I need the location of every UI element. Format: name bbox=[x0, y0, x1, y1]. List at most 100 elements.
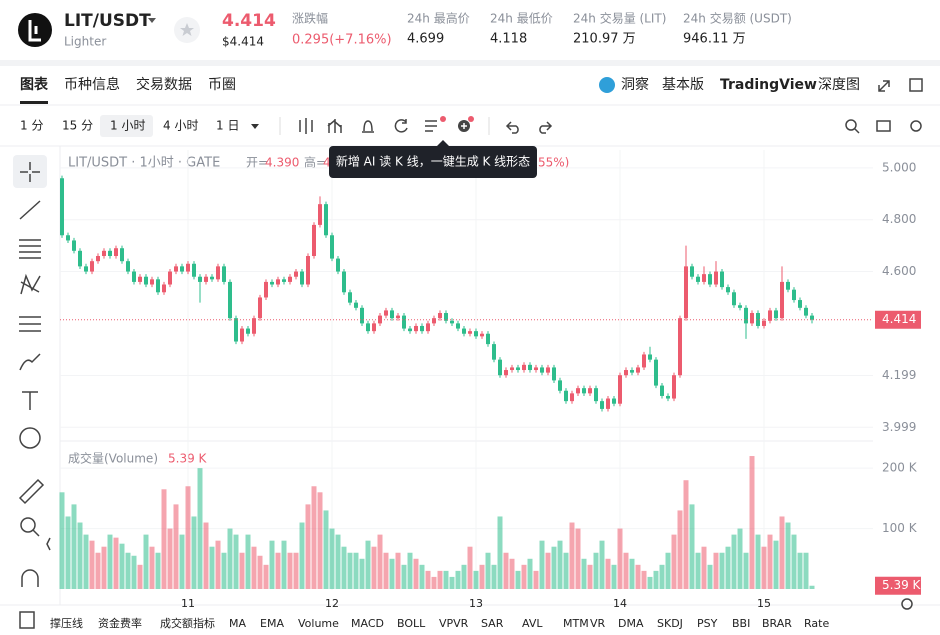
settings-icon[interactable] bbox=[901, 598, 913, 610]
ai-read-icon[interactable] bbox=[425, 120, 437, 132]
text-tool[interactable] bbox=[22, 391, 38, 410]
expand-icon[interactable] bbox=[878, 80, 890, 92]
indicator[interactable]: Rate bbox=[804, 617, 829, 630]
candle-body bbox=[240, 328, 244, 342]
volume-bar bbox=[143, 534, 149, 589]
tab[interactable]: 交易数据 bbox=[136, 76, 192, 93]
undo-icon[interactable] bbox=[505, 121, 519, 134]
line-tool[interactable] bbox=[19, 200, 41, 220]
indicator[interactable]: 成交额指标 bbox=[160, 616, 215, 630]
interval[interactable]: 15 分 bbox=[62, 119, 93, 133]
magnet-tool[interactable] bbox=[21, 569, 39, 587]
candle-body bbox=[198, 276, 202, 282]
volume-bar bbox=[629, 558, 635, 589]
tooltip-text: 新增 AI 读 K 线，一键生成 K 线形态 bbox=[336, 154, 530, 169]
ruler-tool[interactable] bbox=[18, 478, 45, 505]
indicator[interactable]: PSY bbox=[697, 617, 718, 630]
candle-body bbox=[294, 271, 298, 277]
indicator[interactable]: MACD bbox=[351, 617, 384, 630]
indicator[interactable]: BRAR bbox=[762, 617, 792, 630]
window-icon[interactable] bbox=[909, 78, 923, 92]
indicator[interactable]: 资金费率 bbox=[98, 616, 142, 630]
volume-bar bbox=[677, 510, 683, 589]
volume-bar bbox=[389, 558, 395, 589]
interval[interactable]: 1 小时 bbox=[110, 119, 145, 133]
tab-right[interactable]: 深度图 bbox=[818, 77, 860, 93]
volume-bar bbox=[257, 555, 263, 589]
candle-body bbox=[762, 320, 766, 326]
interval[interactable]: 1 日 bbox=[216, 119, 239, 133]
search-icon[interactable] bbox=[845, 119, 857, 131]
candle-body bbox=[666, 395, 670, 399]
indicator[interactable]: DMA bbox=[618, 617, 644, 630]
tab-right[interactable]: 基本版 bbox=[662, 76, 704, 93]
volume-bar bbox=[485, 552, 491, 589]
candle-body bbox=[456, 323, 460, 329]
doc-icon[interactable] bbox=[19, 611, 35, 629]
indicator-icon[interactable] bbox=[327, 119, 342, 133]
x-tick-label: 11 bbox=[181, 597, 195, 610]
emoji-tool[interactable] bbox=[19, 427, 41, 449]
volume-bar bbox=[689, 504, 695, 589]
indicator[interactable]: VPVR bbox=[439, 617, 469, 630]
candle-body bbox=[744, 307, 748, 324]
indicator[interactable]: BOLL bbox=[397, 617, 426, 630]
brush-tool[interactable] bbox=[19, 353, 41, 371]
caret[interactable] bbox=[251, 124, 259, 129]
settings-icon[interactable] bbox=[910, 120, 922, 132]
y-tick-label: 4.199 bbox=[882, 368, 916, 382]
volume-bar bbox=[563, 552, 569, 589]
indicator[interactable]: SAR bbox=[481, 617, 504, 630]
interval[interactable]: 1 分 bbox=[20, 119, 43, 133]
tab-underline bbox=[20, 101, 48, 104]
tab-right[interactable]: 洞察 bbox=[621, 76, 649, 93]
indicator[interactable]: AVL bbox=[522, 617, 543, 630]
candle-icon[interactable] bbox=[299, 118, 313, 134]
caret[interactable] bbox=[148, 18, 156, 23]
indicator[interactable]: MA bbox=[229, 617, 246, 630]
volume-bar bbox=[167, 528, 173, 589]
volume-bar bbox=[239, 552, 245, 589]
candle-body bbox=[306, 255, 310, 285]
replay-icon[interactable] bbox=[394, 119, 408, 133]
tab[interactable]: 图表 bbox=[20, 76, 49, 93]
crosshair-tool[interactable] bbox=[20, 162, 40, 182]
indicator[interactable]: 撑压线 bbox=[50, 616, 83, 630]
indicator[interactable]: MTM bbox=[563, 617, 589, 630]
collapse[interactable] bbox=[46, 537, 51, 551]
interval[interactable]: 4 小时 bbox=[163, 119, 198, 133]
volume-bar bbox=[299, 522, 305, 589]
legend-symbol: LIT/USDT · 1小时 · GATE bbox=[68, 156, 220, 171]
pattern-tool[interactable] bbox=[20, 273, 41, 295]
volume-bar bbox=[305, 504, 311, 589]
alert-icon[interactable] bbox=[362, 120, 374, 133]
indicator[interactable]: Volume bbox=[298, 617, 339, 630]
symbol[interactable]: LIT/USDT bbox=[64, 11, 151, 31]
tab[interactable]: 币种信息 bbox=[64, 76, 120, 93]
volume-bar bbox=[281, 540, 287, 589]
tab[interactable]: 币圈 bbox=[208, 77, 236, 93]
volume-bar bbox=[581, 558, 587, 589]
last-price-tag bbox=[875, 310, 921, 329]
indicator[interactable]: EMA bbox=[260, 617, 284, 630]
candle-body bbox=[594, 388, 598, 402]
indicator[interactable]: BBI bbox=[732, 617, 750, 630]
fib-tool[interactable] bbox=[19, 239, 41, 259]
volume-bar bbox=[71, 504, 77, 589]
x-tick-label: 14 bbox=[613, 597, 627, 610]
volume-bar bbox=[287, 552, 293, 589]
volume-bar bbox=[155, 552, 161, 589]
tab-right[interactable]: TradingView bbox=[720, 77, 817, 93]
volume-bar bbox=[497, 516, 503, 589]
redo-icon[interactable] bbox=[539, 121, 553, 134]
zoom-tool[interactable] bbox=[20, 517, 36, 533]
candle-body bbox=[318, 204, 322, 225]
channel-tool[interactable] bbox=[19, 316, 41, 332]
indicator[interactable]: VR bbox=[590, 617, 606, 630]
candle-body bbox=[492, 344, 496, 360]
volume-bar bbox=[587, 564, 593, 589]
camera-icon[interactable] bbox=[876, 120, 891, 132]
candle-body bbox=[726, 287, 730, 293]
volume-bar bbox=[191, 516, 197, 589]
indicator[interactable]: SKDJ bbox=[657, 617, 683, 630]
